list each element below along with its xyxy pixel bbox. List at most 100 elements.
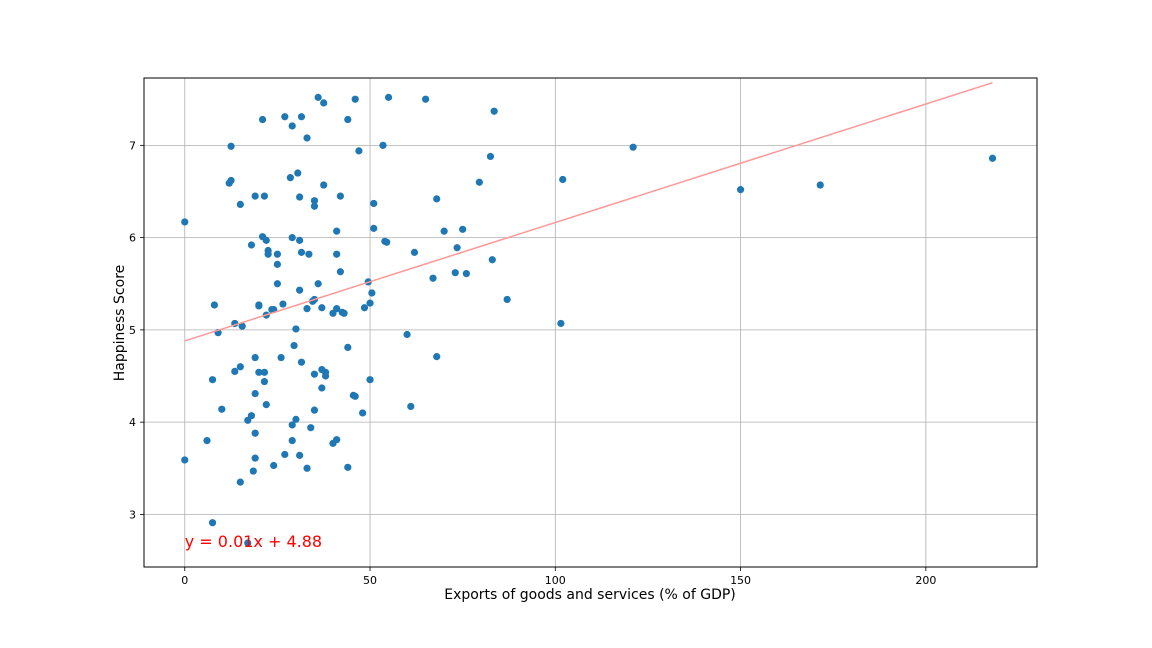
y-tick-label: 3 — [129, 508, 136, 521]
data-point — [988, 154, 997, 162]
data-point — [333, 436, 341, 444]
data-point — [288, 234, 296, 242]
x-tick-label: 50 — [363, 574, 377, 587]
data-point — [310, 406, 319, 414]
y-axis-label: Happiness Score — [112, 265, 128, 382]
data-point — [208, 376, 217, 384]
data-point — [320, 181, 328, 189]
data-point — [244, 539, 252, 547]
data-point — [288, 421, 296, 429]
data-point — [251, 353, 259, 362]
data-point — [429, 274, 437, 282]
data-point — [297, 248, 306, 256]
data-point — [260, 368, 269, 376]
data-point — [296, 236, 304, 244]
data-point — [279, 300, 287, 308]
data-point — [453, 244, 461, 252]
data-points — [181, 93, 997, 547]
data-point — [355, 147, 363, 155]
data-point — [503, 295, 511, 304]
data-point — [294, 169, 302, 177]
data-point — [249, 467, 257, 475]
data-point — [629, 143, 637, 151]
data-point — [462, 270, 470, 278]
data-point — [251, 429, 259, 437]
data-point — [344, 115, 352, 124]
grid — [144, 78, 1037, 567]
data-point — [344, 463, 352, 471]
data-point — [559, 175, 567, 184]
data-point — [277, 353, 285, 362]
data-point — [231, 367, 239, 375]
data-point — [318, 384, 326, 392]
data-point — [314, 280, 322, 288]
data-point — [366, 376, 374, 384]
data-point — [255, 368, 263, 376]
data-point — [333, 227, 341, 235]
data-point — [303, 305, 311, 313]
x-tick-label: 0 — [181, 574, 188, 587]
data-point — [251, 389, 259, 398]
data-point — [351, 95, 359, 103]
data-point — [383, 238, 391, 246]
data-point — [262, 236, 270, 244]
data-point — [303, 464, 311, 472]
data-point — [227, 142, 235, 150]
data-point — [288, 122, 296, 130]
plot-area-frame — [143, 77, 1038, 568]
x-tick-label: 100 — [545, 574, 566, 587]
regression-line — [184, 81, 993, 342]
data-point — [321, 372, 330, 380]
data-point — [247, 412, 256, 420]
x-axis-label: Exports of goods and services (% of GDP) — [444, 587, 736, 603]
data-point — [281, 113, 289, 121]
data-point — [273, 260, 281, 268]
data-point — [305, 250, 313, 258]
data-point — [320, 99, 328, 107]
data-point — [264, 250, 272, 258]
data-point — [236, 478, 244, 486]
data-point — [333, 305, 341, 313]
data-point — [273, 280, 281, 288]
data-point — [296, 286, 304, 294]
y-tick-label: 4 — [129, 416, 136, 429]
data-point — [307, 424, 315, 432]
data-point — [490, 107, 498, 115]
data-point — [451, 269, 459, 277]
data-point — [310, 370, 319, 378]
data-point — [459, 225, 467, 233]
data-point — [251, 454, 259, 462]
data-point — [379, 141, 387, 149]
data-point — [258, 115, 267, 124]
data-point — [410, 248, 419, 256]
data-point — [218, 405, 226, 413]
data-point — [297, 358, 306, 366]
data-point — [488, 256, 496, 264]
data-point — [407, 402, 415, 411]
data-point — [403, 330, 411, 339]
data-point — [736, 186, 745, 194]
data-point — [422, 95, 430, 103]
x-axis-ticks: 0 50 100 150 200 — [181, 567, 936, 587]
data-point — [260, 377, 269, 386]
x-tick-label: 150 — [730, 574, 751, 587]
data-point — [238, 322, 246, 330]
data-point — [288, 436, 296, 445]
data-point — [351, 392, 359, 400]
data-point — [203, 436, 211, 445]
data-point — [310, 197, 319, 205]
y-tick-label: 5 — [129, 324, 136, 337]
data-point — [286, 174, 294, 182]
y-tick-label: 7 — [129, 139, 136, 152]
data-point — [336, 268, 344, 276]
data-point — [359, 409, 367, 417]
data-point — [370, 199, 378, 208]
data-point — [181, 218, 189, 226]
data-point — [333, 250, 341, 258]
data-point — [303, 134, 311, 142]
data-point — [557, 319, 565, 328]
data-point — [440, 227, 448, 235]
data-point — [270, 461, 278, 470]
data-point — [260, 192, 269, 200]
